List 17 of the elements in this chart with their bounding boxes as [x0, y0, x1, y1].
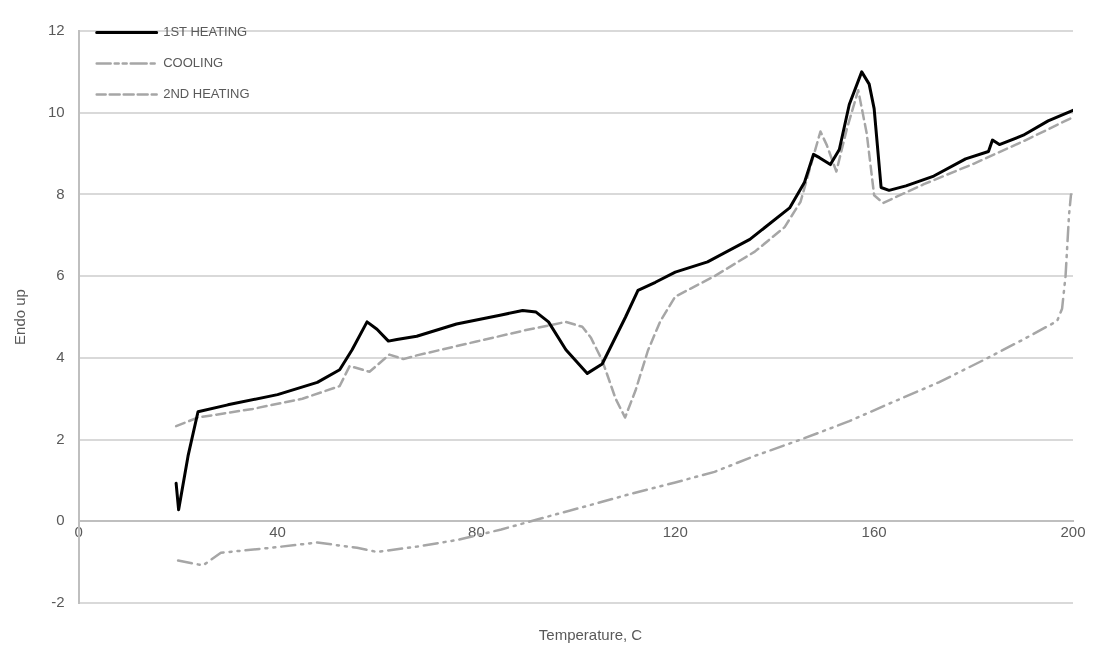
- y-tick-label: 4: [56, 348, 65, 365]
- x-axis-title: Temperature, C: [537, 626, 644, 643]
- y-tick-label: 12: [48, 21, 65, 39]
- y-tick-label: -2: [51, 593, 65, 611]
- y-axis-title: Endo up: [11, 289, 29, 345]
- x-tick-label: 160: [861, 523, 887, 541]
- y-tick-label: 6: [56, 266, 65, 284]
- legend-label: COOLING: [163, 55, 224, 71]
- legend-label: 1ST HEATING: [163, 24, 248, 40]
- y-tick-label: 2: [56, 429, 65, 447]
- legend-label: 2ND HEATING: [163, 86, 250, 102]
- y-tick-label: 8: [56, 184, 65, 202]
- y-tick-label: 10: [48, 102, 65, 120]
- x-tick-label: 200: [1060, 523, 1086, 541]
- x-tick-label: 120: [662, 523, 688, 541]
- x-tick-label: 40: [269, 523, 286, 541]
- y-tick-label: 0: [56, 511, 65, 529]
